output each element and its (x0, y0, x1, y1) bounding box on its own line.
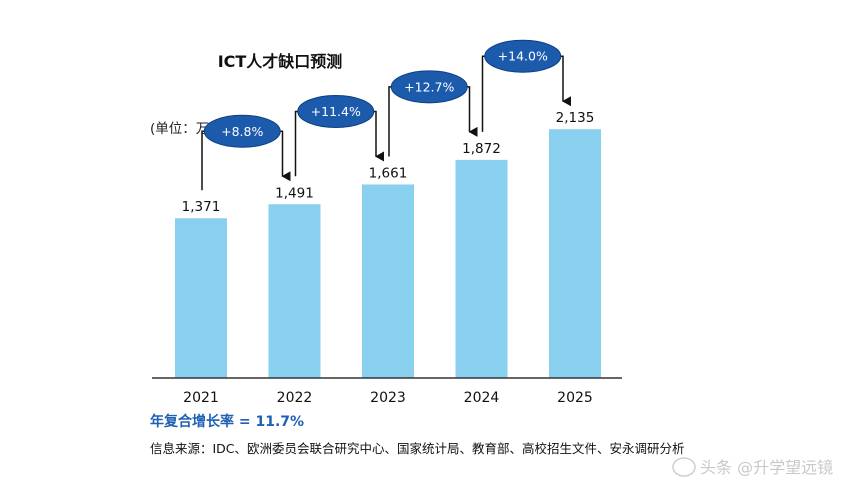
source-text: 信息来源：IDC、欧洲委员会联合研究中心、国家统计局、教育部、高校招生文件、安永… (150, 441, 685, 456)
value-label-2022: 1,491 (275, 185, 314, 201)
x-tick-2023: 2023 (370, 390, 406, 406)
x-tick-2021: 2021 (183, 390, 219, 406)
growth-label-3: +12.7% (404, 79, 454, 94)
chart-title: ICT人才缺口预测 (218, 52, 343, 71)
watermark-logo-icon (672, 457, 696, 477)
growth-bubble-2 (297, 94, 375, 128)
cagr-text: 年复合增长率 = 11.7% (150, 413, 304, 430)
bar-2025 (549, 129, 601, 378)
x-tick-2024: 2024 (464, 390, 500, 406)
value-label-2024: 1,872 (462, 141, 501, 157)
growth-arrows-layer: +8.8% +11.4% +12.7% +14.0% (201, 39, 571, 191)
value-label-2021: 1,371 (182, 199, 221, 215)
growth-bubble-3 (390, 70, 468, 104)
x-tick-2025: 2025 (557, 390, 593, 406)
growth-bubble-4 (484, 39, 562, 73)
growth-label-1: +8.8% (221, 124, 263, 139)
bar-2021 (175, 218, 227, 378)
watermark: 头条 @升学望远镜 (672, 457, 833, 477)
growth-label-4: +14.0% (498, 49, 548, 64)
x-tick-2022: 2022 (277, 390, 313, 406)
bar-2022 (268, 204, 321, 378)
bar-2023 (362, 184, 414, 378)
value-label-2023: 1,661 (369, 165, 408, 181)
value-label-2025: 2,135 (556, 110, 595, 126)
watermark-text: 头条 @升学望远镜 (700, 458, 833, 477)
bars-layer: 1,371 2021 1,491 2022 1,661 2023 1,872 2024 2,13… (175, 110, 601, 406)
growth-label-2: +11.4% (311, 104, 361, 119)
growth-bubble-1 (203, 114, 281, 148)
bar-2024 (455, 159, 508, 378)
